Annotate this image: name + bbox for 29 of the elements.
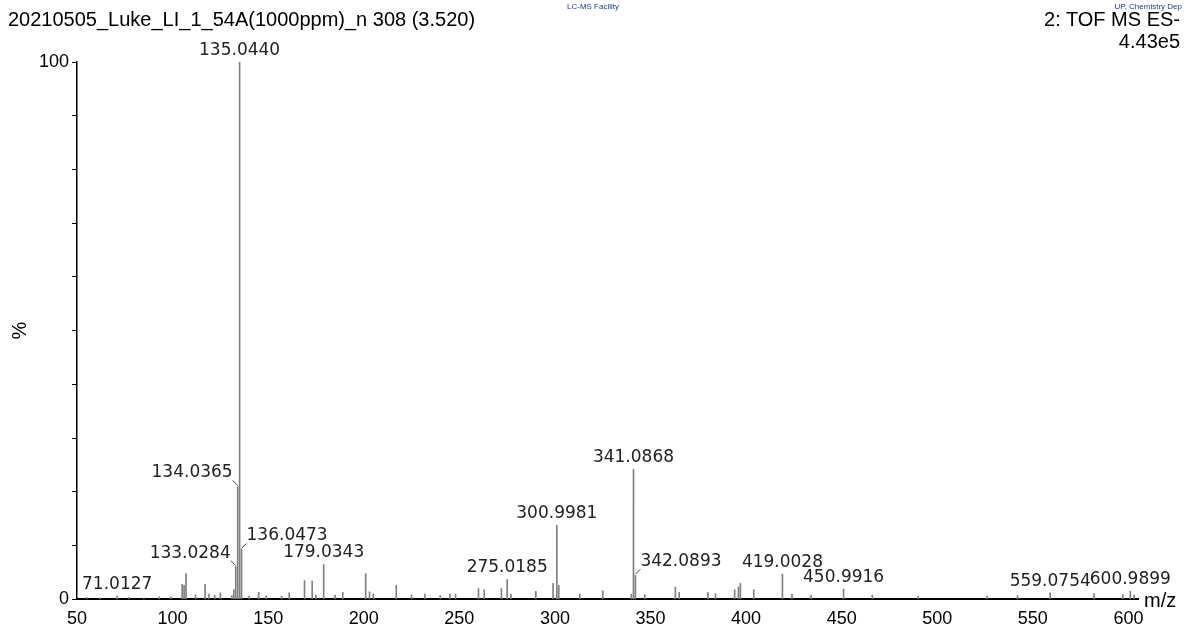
annotation: 133.0284 [149, 541, 231, 562]
annotation: 600.9899 [1089, 568, 1171, 589]
text: UP, Chemistry Dep [1114, 2, 1183, 11]
x-tick-label: 400 [731, 608, 762, 629]
x-tick-label: 450 [826, 608, 857, 629]
annotation: 341.0868 [592, 446, 675, 467]
annotation: 134.0365 [151, 461, 233, 482]
x-tick-label: 200 [348, 608, 379, 629]
x-tick-label: 550 [1017, 608, 1048, 629]
annotation: 300.9981 [516, 502, 598, 523]
annotation: 135.0440 [199, 38, 281, 59]
x-tick-label: 600 [1113, 608, 1144, 629]
x-tick-label: 350 [635, 608, 666, 629]
annotation: 342.0893 [640, 550, 722, 571]
x-tick-label: 300 [539, 608, 570, 629]
x-tick-label: 500 [922, 608, 953, 629]
annotation: 275.0185 [466, 556, 548, 577]
x-tick-label: 100 [157, 608, 188, 629]
y-tick-label: 0 [59, 588, 70, 609]
text: 4.43e5 [1118, 30, 1180, 52]
x-tick-label: 150 [253, 608, 284, 629]
annotation: 559.0754 [1009, 569, 1091, 590]
annotation: 71.0127 [82, 573, 153, 594]
x-tick-label: 50 [67, 608, 88, 629]
text: LC-MS Facility [566, 2, 620, 11]
y-axis-title: % [7, 321, 30, 340]
chart-title: 20210505_Luke_LI_1_54A(1000ppm)_n 308 (3.520) [8, 8, 476, 31]
x-tick-label: 250 [444, 608, 475, 629]
x-axis-title: m/z [1144, 588, 1177, 611]
